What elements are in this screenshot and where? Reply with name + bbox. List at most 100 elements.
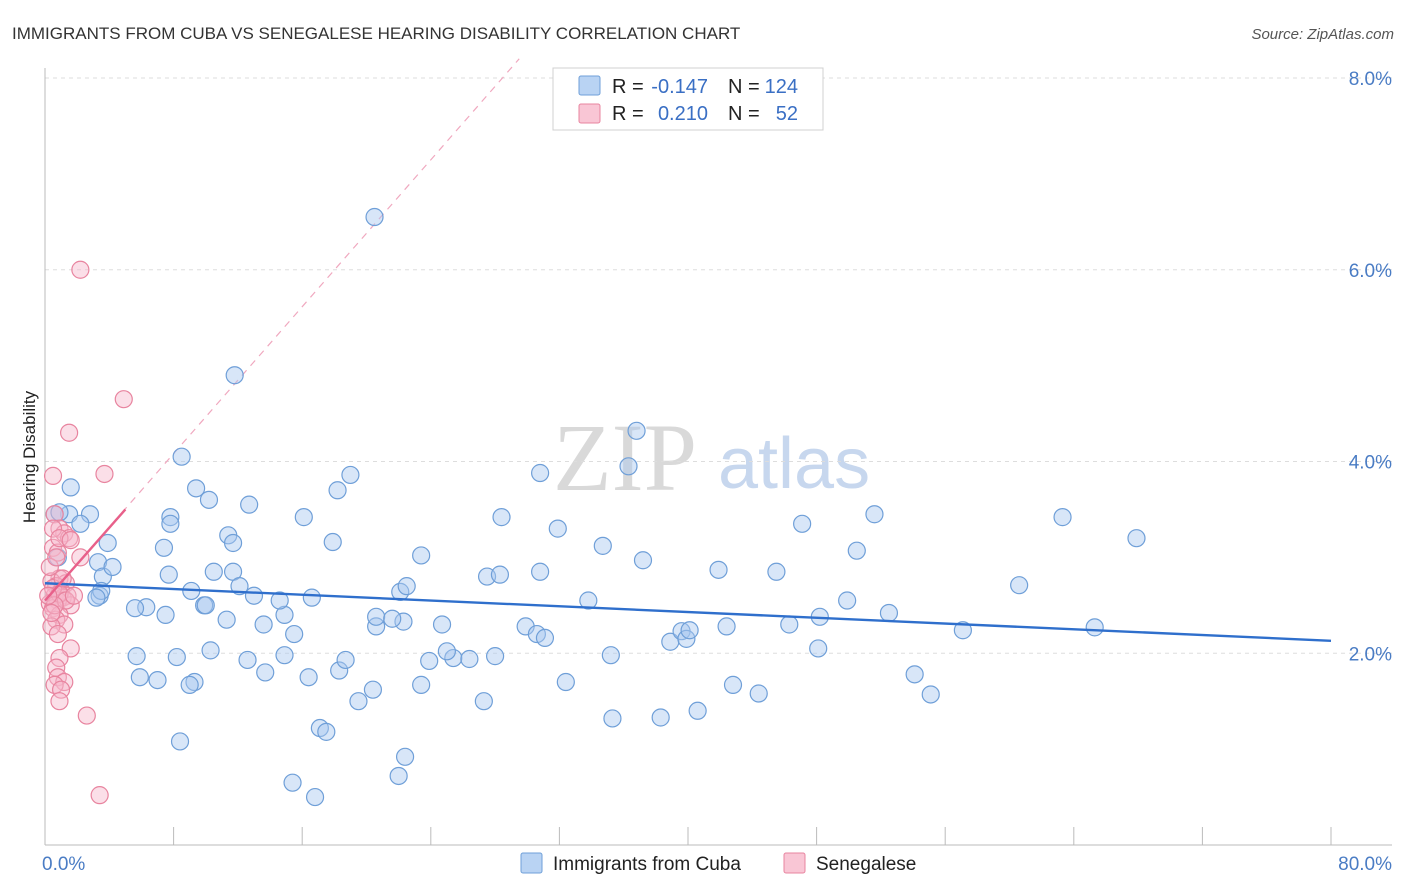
senegalese-trend-line bbox=[44, 508, 127, 602]
cuba-point-119 bbox=[486, 647, 505, 666]
cuba-point-69 bbox=[395, 747, 415, 766]
cuba-point-2 bbox=[80, 505, 100, 524]
cuba-point-22 bbox=[240, 495, 259, 514]
cuba-point-15 bbox=[187, 479, 206, 498]
cuba-point-34 bbox=[275, 605, 294, 625]
cuba-point-114 bbox=[953, 621, 972, 640]
cuba-point-113 bbox=[921, 685, 940, 704]
cuba-point-84 bbox=[548, 519, 567, 538]
y-tick-label-2: 6.0% bbox=[1349, 261, 1392, 282]
cuba-point-23 bbox=[159, 565, 178, 584]
senegalese-point-47 bbox=[42, 603, 61, 623]
cuba-point-58 bbox=[341, 465, 360, 485]
cuba-point-118 bbox=[1127, 529, 1146, 548]
cuba-point-43 bbox=[256, 663, 275, 682]
chart-title: IMMIGRANTS FROM CUBA VS SENEGALESE HEARI… bbox=[12, 24, 740, 43]
cuba-point-16 bbox=[199, 490, 219, 509]
cuba-point-38 bbox=[130, 668, 149, 687]
cuba-point-121 bbox=[270, 591, 289, 610]
cuba-point-40 bbox=[201, 641, 220, 660]
cuba-point-32 bbox=[244, 586, 264, 605]
cuba-point-19 bbox=[154, 538, 174, 557]
cuba-point-122 bbox=[238, 650, 257, 670]
senegalese-points bbox=[39, 260, 133, 805]
cuba-point-86 bbox=[579, 591, 598, 610]
legend-n-label-cuba: N = bbox=[728, 76, 760, 98]
bottom-legend-swatch-cuba bbox=[520, 852, 543, 874]
cuba-point-54 bbox=[305, 787, 325, 807]
cuba-point-4 bbox=[98, 533, 117, 553]
cuba-point-42 bbox=[185, 672, 204, 692]
cuba-point-108 bbox=[838, 591, 857, 610]
cuba-point-65 bbox=[412, 546, 431, 565]
senegalese-point-4 bbox=[43, 466, 63, 485]
cuba-point-87 bbox=[593, 536, 612, 555]
senegalese-point-40 bbox=[50, 529, 69, 548]
y-axis-tick-labels: 2.0% 4.0% 6.0% 8.0% bbox=[1349, 69, 1392, 665]
cuba-point-74 bbox=[460, 649, 479, 669]
bottom-legend-label-senegalese: Senegalese bbox=[816, 854, 916, 875]
legend-top: R = -0.147 N = 124 R = 0.210 N = 52 bbox=[552, 67, 824, 131]
cuba-point-117 bbox=[1085, 618, 1104, 637]
y-tick-label-0: 2.0% bbox=[1349, 644, 1392, 665]
senegalese-point-28 bbox=[48, 624, 67, 644]
senegalese-point-30 bbox=[50, 648, 69, 668]
watermark-zip: ZIP bbox=[553, 404, 697, 511]
cuba-point-105 bbox=[793, 514, 812, 533]
cuba-point-45 bbox=[299, 668, 318, 687]
x-tick-label-min: 0.0% bbox=[42, 854, 85, 875]
watermark: ZIP atlas bbox=[553, 404, 870, 511]
senegalese-point-35 bbox=[51, 680, 71, 699]
cuba-point-124 bbox=[167, 647, 186, 667]
cuba-point-25 bbox=[204, 562, 223, 581]
cuba-point-51 bbox=[363, 680, 383, 699]
legend-n-value-senegalese: 52 bbox=[776, 103, 798, 125]
cuba-point-64 bbox=[397, 577, 416, 596]
cuba-point-68 bbox=[412, 675, 431, 694]
cuba-point-115 bbox=[1010, 576, 1029, 595]
cuba-points bbox=[45, 207, 1146, 807]
cuba-point-83 bbox=[531, 562, 550, 581]
cuba-point-36 bbox=[302, 588, 321, 607]
cuba-point-89 bbox=[603, 709, 622, 728]
cuba-point-60 bbox=[294, 508, 313, 527]
cuba-point-7 bbox=[103, 557, 122, 577]
cuba-point-44 bbox=[275, 646, 294, 665]
senegalese-point-49 bbox=[47, 548, 66, 567]
cuba-point-39 bbox=[148, 670, 167, 690]
cuba-point-93 bbox=[651, 708, 670, 727]
cuba-point-104 bbox=[780, 615, 799, 634]
cuba-point-50 bbox=[349, 692, 368, 711]
cuba-point-67 bbox=[420, 651, 439, 671]
senegalese-point-1 bbox=[114, 390, 133, 409]
cuba-point-17 bbox=[161, 508, 180, 527]
legend-bottom: Immigrants from Cuba Senegalese bbox=[520, 852, 916, 875]
legend-r-value-cuba: -0.147 bbox=[651, 76, 708, 98]
watermark-atlas: atlas bbox=[718, 424, 870, 504]
cuba-point-123 bbox=[180, 675, 199, 694]
cuba-point-21 bbox=[223, 533, 243, 553]
cuba-point-49 bbox=[336, 650, 355, 670]
legend-n-label-senegalese: N = bbox=[728, 103, 760, 125]
x-axis-ticks bbox=[173, 827, 1332, 845]
senegalese-point-11 bbox=[71, 548, 90, 567]
cuba-point-61 bbox=[367, 617, 386, 636]
cuba-point-109 bbox=[847, 541, 866, 560]
cuba-point-72 bbox=[383, 609, 402, 628]
cuba-point-76 bbox=[492, 508, 511, 527]
bottom-legend-swatch-senegalese bbox=[783, 852, 806, 874]
senegalese-point-5 bbox=[45, 505, 64, 524]
cuba-point-3 bbox=[71, 514, 90, 533]
senegalese-point-41 bbox=[61, 531, 80, 550]
senegalese-point-42 bbox=[40, 557, 59, 577]
cuba-point-103 bbox=[767, 562, 786, 581]
cuba-point-48 bbox=[330, 661, 349, 680]
cuba-point-102 bbox=[749, 684, 768, 703]
cuba-point-52 bbox=[170, 732, 190, 751]
cuba-point-66 bbox=[432, 615, 452, 634]
cuba-point-92 bbox=[633, 551, 653, 570]
cuba-point-120 bbox=[437, 642, 456, 661]
senegalese-point-51 bbox=[64, 586, 84, 605]
cuba-point-31 bbox=[217, 610, 236, 629]
